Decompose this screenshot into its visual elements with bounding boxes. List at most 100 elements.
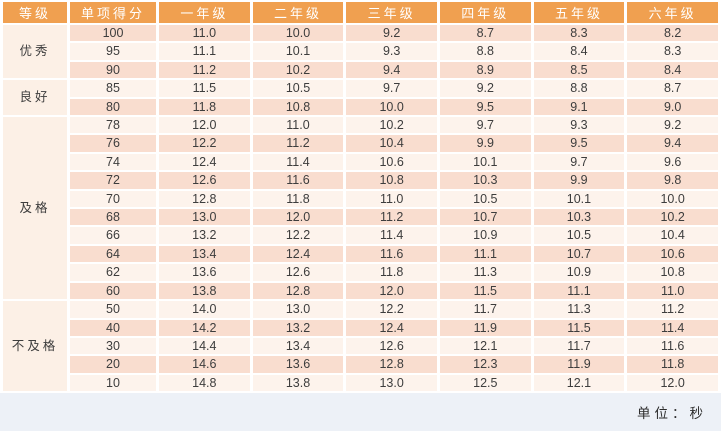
- time-cell: 11.0: [346, 190, 437, 208]
- time-cell: 11.8: [159, 98, 250, 116]
- time-cell: 9.5: [533, 135, 625, 152]
- time-cell: 12.2: [159, 135, 250, 152]
- time-cell: 8.7: [439, 25, 531, 42]
- time-cell: 12.4: [159, 153, 250, 171]
- time-cell: 13.8: [252, 374, 344, 392]
- table-row: 40 14.2 13.2 12.4 11.9 11.5 11.4: [3, 319, 718, 336]
- time-cell: 10.4: [346, 135, 437, 152]
- time-cell: 10.8: [346, 172, 437, 189]
- time-cell: 9.7: [439, 117, 531, 134]
- time-cell: 11.9: [439, 319, 531, 336]
- time-cell: 13.6: [159, 264, 250, 281]
- column-header: 四年级: [439, 2, 531, 23]
- time-cell: 12.3: [439, 356, 531, 373]
- time-cell: 9.7: [533, 153, 625, 171]
- time-cell: 11.2: [627, 301, 718, 318]
- time-cell: 13.0: [159, 209, 250, 226]
- time-cell: 11.3: [533, 301, 625, 318]
- score-table: 等级 单项得分 一年级 二年级 三年级 四年级 五年级 六年级 优秀 100 11.0 10.0 9.…: [3, 2, 718, 392]
- table-row: 68 13.0 12.0 11.2 10.7 10.3 10.2: [3, 209, 718, 226]
- time-cell: 9.4: [346, 61, 437, 79]
- time-cell: 11.9: [533, 356, 625, 373]
- time-cell: 8.4: [627, 61, 718, 79]
- time-cell: 11.8: [252, 190, 344, 208]
- time-cell: 11.7: [533, 337, 625, 355]
- time-cell: 10.6: [627, 245, 718, 263]
- column-header: 五年级: [533, 2, 625, 23]
- time-cell: 12.0: [346, 282, 437, 300]
- time-cell: 8.7: [627, 80, 718, 97]
- time-cell: 13.4: [252, 337, 344, 355]
- time-cell: 10.5: [252, 80, 344, 97]
- table-row: 62 13.6 12.6 11.8 11.3 10.9 10.8: [3, 264, 718, 281]
- grade-label: 及格: [3, 117, 67, 300]
- time-cell: 12.2: [252, 227, 344, 244]
- time-cell: 9.0: [627, 98, 718, 116]
- score-table-wrap: 等级 单项得分 一年级 二年级 三年级 四年级 五年级 六年级 优秀 100 11.0 10.0 9.…: [0, 0, 721, 394]
- time-cell: 14.8: [159, 374, 250, 392]
- score-cell: 72: [70, 172, 156, 189]
- time-cell: 11.2: [346, 209, 437, 226]
- table-row: 20 14.6 13.6 12.8 12.3 11.9 11.8: [3, 356, 718, 373]
- time-cell: 11.1: [439, 245, 531, 263]
- grade-label: 优秀: [3, 25, 67, 79]
- time-cell: 8.3: [627, 43, 718, 60]
- score-cell: 80: [70, 98, 156, 116]
- time-cell: 10.1: [533, 190, 625, 208]
- column-header: 单项得分: [70, 2, 156, 23]
- score-cell: 10: [70, 374, 156, 392]
- time-cell: 11.8: [346, 264, 437, 281]
- time-cell: 11.4: [346, 227, 437, 244]
- column-header: 等级: [3, 2, 67, 23]
- score-cell: 64: [70, 245, 156, 263]
- time-cell: 10.9: [439, 227, 531, 244]
- unit-note: 单位：秒: [637, 406, 707, 422]
- time-cell: 10.0: [627, 190, 718, 208]
- time-cell: 8.4: [533, 43, 625, 60]
- table-body: 优秀 100 11.0 10.0 9.2 8.7 8.3 8.2 95 11.1 10.1 9.3 8.…: [3, 25, 718, 392]
- time-cell: 12.4: [252, 245, 344, 263]
- table-row: 95 11.1 10.1 9.3 8.8 8.4 8.3: [3, 43, 718, 60]
- time-cell: 10.1: [252, 43, 344, 60]
- time-cell: 11.7: [439, 301, 531, 318]
- time-cell: 10.2: [252, 61, 344, 79]
- time-cell: 10.5: [439, 190, 531, 208]
- time-cell: 9.5: [439, 98, 531, 116]
- time-cell: 12.1: [439, 337, 531, 355]
- time-cell: 9.3: [346, 43, 437, 60]
- time-cell: 10.6: [346, 153, 437, 171]
- table-row: 60 13.8 12.8 12.0 11.5 11.1 11.0: [3, 282, 718, 300]
- time-cell: 13.2: [252, 319, 344, 336]
- time-cell: 10.8: [252, 98, 344, 116]
- time-cell: 9.9: [439, 135, 531, 152]
- time-cell: 8.2: [627, 25, 718, 42]
- time-cell: 12.6: [252, 264, 344, 281]
- score-cell: 66: [70, 227, 156, 244]
- time-cell: 10.4: [627, 227, 718, 244]
- time-cell: 11.3: [439, 264, 531, 281]
- score-cell: 70: [70, 190, 156, 208]
- time-cell: 11.5: [533, 319, 625, 336]
- column-header: 二年级: [252, 2, 344, 23]
- time-cell: 13.4: [159, 245, 250, 263]
- time-cell: 10.0: [346, 98, 437, 116]
- table-row: 66 13.2 12.2 11.4 10.9 10.5 10.4: [3, 227, 718, 244]
- time-cell: 12.1: [533, 374, 625, 392]
- time-cell: 10.5: [533, 227, 625, 244]
- time-cell: 11.6: [346, 245, 437, 263]
- table-row: 不及格 50 14.0 13.0 12.2 11.7 11.3 11.2: [3, 301, 718, 392]
- time-cell: 11.5: [159, 80, 250, 97]
- score-cell: 50: [70, 301, 156, 318]
- time-cell: 9.8: [627, 172, 718, 189]
- time-cell: 9.4: [627, 135, 718, 152]
- time-cell: 10.2: [627, 209, 718, 226]
- time-cell: 11.0: [159, 25, 250, 42]
- time-cell: 12.4: [346, 319, 437, 336]
- score-cell: 95: [70, 43, 156, 60]
- time-cell: 12.0: [252, 209, 344, 226]
- time-cell: 9.9: [533, 172, 625, 189]
- time-cell: 13.0: [252, 301, 344, 318]
- time-cell: 10.9: [533, 264, 625, 281]
- time-cell: 12.8: [252, 282, 344, 300]
